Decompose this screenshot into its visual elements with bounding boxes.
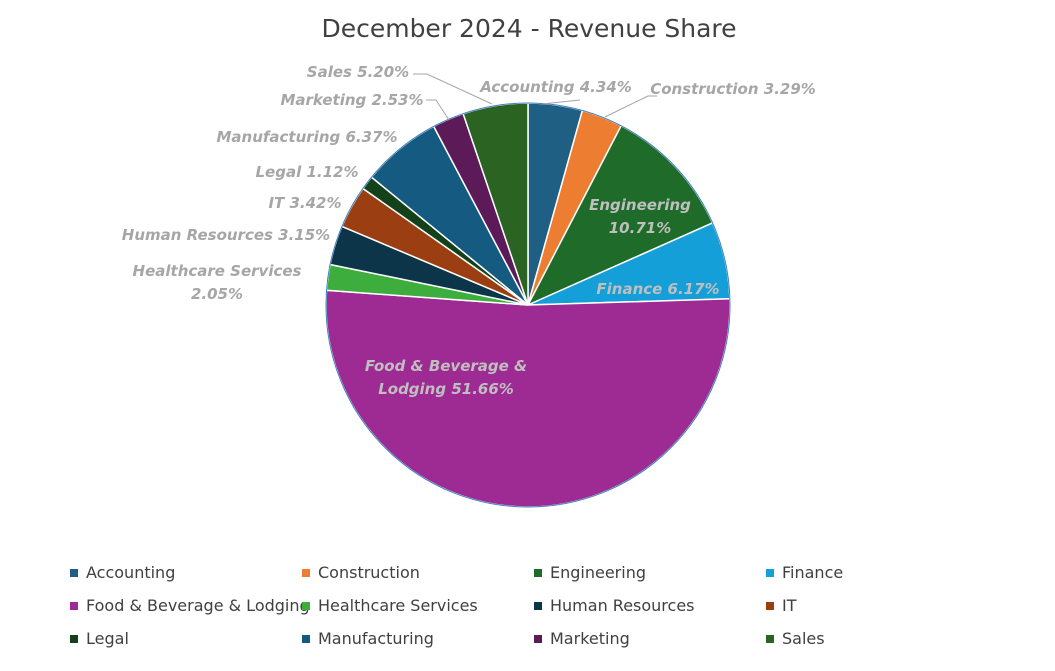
legend-swatch bbox=[766, 634, 774, 643]
data-label-marketing: Marketing 2.53% bbox=[280, 91, 423, 109]
data-label-it: IT 3.42% bbox=[268, 194, 341, 212]
data-label-healthcare-services: Healthcare Services 2.05% bbox=[133, 262, 302, 303]
legend-label: Construction bbox=[318, 563, 420, 582]
legend-swatch bbox=[534, 568, 542, 577]
slice-labels: Accounting 4.34% Construction 3.29% Engine… bbox=[122, 63, 816, 398]
legend-swatch bbox=[302, 634, 310, 643]
legend-swatch bbox=[302, 601, 310, 610]
legend-label: Engineering bbox=[550, 563, 646, 582]
legend-item: Engineering bbox=[534, 562, 766, 583]
leader-line bbox=[541, 99, 581, 105]
pie-slice-food-beverage-lodging bbox=[325, 289, 731, 508]
legend-item: Construction bbox=[302, 562, 534, 583]
legend-item: IT bbox=[766, 595, 998, 616]
legend-swatch bbox=[766, 601, 774, 610]
legend-swatch bbox=[534, 634, 542, 643]
legend-label: Sales bbox=[782, 629, 825, 648]
legend-item: Finance bbox=[766, 562, 998, 583]
data-label-engineering: Engineering 10.71% bbox=[589, 196, 691, 237]
legend-label: Finance bbox=[782, 563, 844, 582]
legend-swatch bbox=[766, 568, 774, 577]
leader-line bbox=[604, 95, 657, 118]
legend-swatch bbox=[302, 568, 310, 577]
legend-label: IT bbox=[782, 596, 797, 615]
legend-label: Marketing bbox=[550, 629, 630, 648]
legend-swatch bbox=[534, 601, 542, 610]
legend-label: Human Resources bbox=[550, 596, 695, 615]
legend-label: Legal bbox=[86, 629, 129, 648]
legend-label: Accounting bbox=[86, 563, 176, 582]
legend-swatch bbox=[70, 601, 78, 610]
leader-line bbox=[426, 99, 450, 121]
chart-title: December 2024 - Revenue Share bbox=[321, 14, 737, 43]
data-label-manufacturing: Manufacturing 6.37% bbox=[216, 128, 397, 146]
data-label-human-resources: Human Resources 3.15% bbox=[122, 226, 330, 244]
data-label-sales: Sales 5.20% bbox=[307, 63, 409, 81]
legend-item: Sales bbox=[766, 628, 998, 649]
legend-item: Human Resources bbox=[534, 595, 766, 616]
legend-item: Manufacturing bbox=[302, 628, 534, 649]
data-label-legal: Legal 1.12% bbox=[256, 163, 359, 181]
data-label-finance: Finance 6.17% bbox=[596, 280, 719, 298]
pie-slices bbox=[325, 102, 731, 508]
legend-item: Marketing bbox=[534, 628, 766, 649]
legend-item: Food & Beverage & Lodging bbox=[70, 595, 310, 616]
chart-legend: Accounting Construction Engineering Finance… bbox=[70, 562, 1030, 649]
legend-item: Accounting bbox=[70, 562, 302, 583]
legend-label: Food & Beverage & Lodging bbox=[86, 596, 310, 615]
legend-label: Manufacturing bbox=[318, 629, 434, 648]
legend-item: Healthcare Services bbox=[302, 595, 534, 616]
legend-swatch bbox=[70, 568, 78, 577]
leader-lines bbox=[413, 73, 657, 121]
legend-label: Healthcare Services bbox=[318, 596, 478, 615]
pie-outline bbox=[325, 102, 731, 508]
leader-line bbox=[413, 73, 493, 105]
data-label-food-beverage-lodging: Food & Beverage & Lodging 51.66% bbox=[365, 357, 527, 398]
legend-item: Legal bbox=[70, 628, 302, 649]
data-label-construction: Construction 3.29% bbox=[650, 80, 816, 98]
data-label-accounting: Accounting 4.34% bbox=[479, 78, 632, 96]
legend-swatch bbox=[70, 634, 78, 643]
